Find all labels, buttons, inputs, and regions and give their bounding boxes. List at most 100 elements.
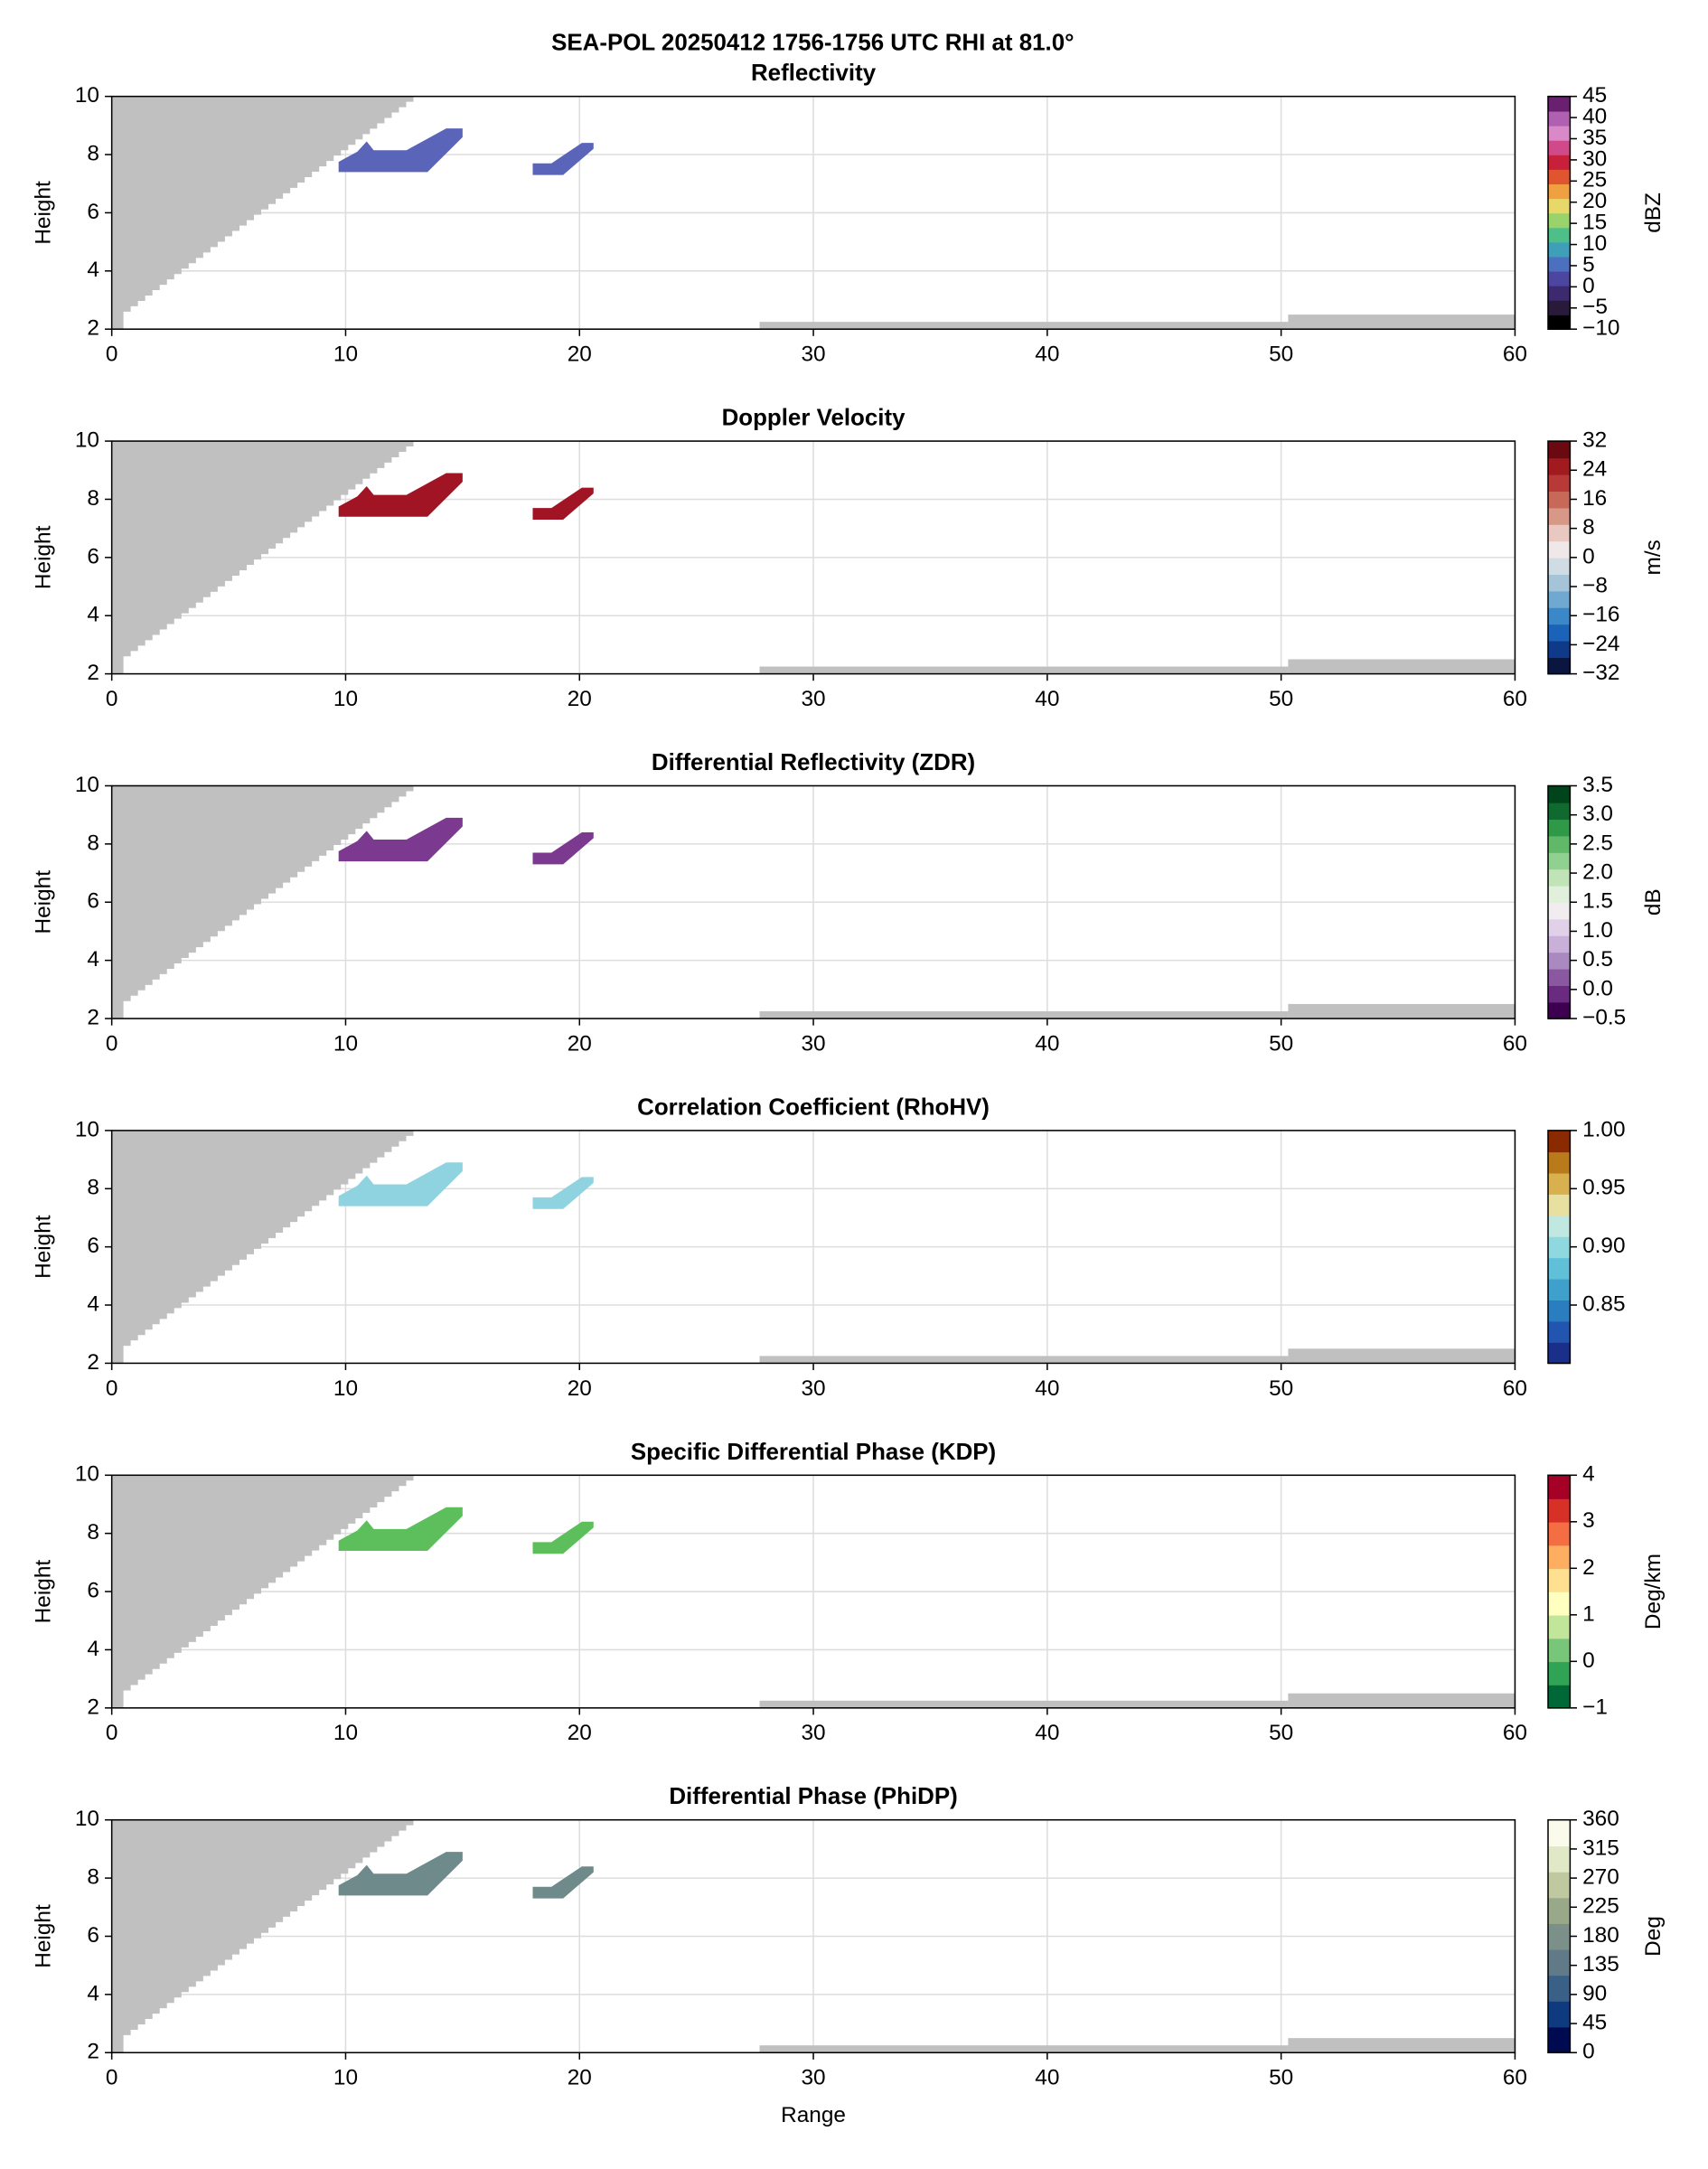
blocked-region <box>759 2045 1289 2053</box>
blocked-region <box>759 1356 1289 1364</box>
colorbar-tick-label: 0.85 <box>1582 1291 1625 1316</box>
x-tick-label: 40 <box>1035 343 1059 367</box>
y-tick-label: 4 <box>87 603 99 627</box>
x-tick-label: 10 <box>333 2066 358 2090</box>
colorbar-segment <box>1548 1215 1571 1237</box>
blocked-region <box>759 666 1289 674</box>
panel-title: Correlation Coefficient (RhoHV) <box>637 1094 990 1120</box>
colorbar-tick-label: 2.5 <box>1582 831 1613 855</box>
colorbar-segment <box>1548 270 1571 286</box>
y-tick-label: 2 <box>87 2040 99 2064</box>
colorbar-segment <box>1548 1975 1571 2002</box>
colorbar-segment <box>1548 1845 1571 1873</box>
y-tick-label: 8 <box>87 1520 99 1545</box>
y-tick-label: 10 <box>75 773 99 797</box>
colorbar-segment <box>1548 918 1571 936</box>
y-axis-label: Height <box>31 1560 55 1624</box>
colorbar-segment <box>1548 1614 1571 1639</box>
colorbar-tick-label: 0 <box>1582 1648 1595 1673</box>
colorbar-segment <box>1548 1545 1571 1570</box>
colorbar-segment <box>1548 474 1571 493</box>
blocked-region <box>111 441 421 674</box>
colorbar-tick-label: 30 <box>1582 146 1607 171</box>
x-tick-label: 20 <box>568 687 592 711</box>
colorbar-segment <box>1548 1498 1571 1523</box>
colorbar-segment <box>1548 1568 1571 1592</box>
y-tick-label: 6 <box>87 1234 99 1258</box>
y-axis-label: Height <box>31 1904 55 1968</box>
x-tick-label: 20 <box>568 1376 592 1401</box>
colorbar-segment <box>1548 1948 1571 1977</box>
colorbar-frame <box>1547 95 1572 330</box>
colorbar-segment <box>1548 139 1571 155</box>
x-tick-label: 30 <box>801 1721 825 1745</box>
colorbar-tick-label: 16 <box>1582 486 1607 511</box>
y-tick-label: 4 <box>87 1981 99 2005</box>
blocked-region <box>759 1010 1289 1019</box>
colorbar-segment <box>1548 1130 1571 1153</box>
x-tick-label: 10 <box>333 1031 358 1056</box>
x-tick-label: 0 <box>106 687 118 711</box>
colorbar-tick-label: −1 <box>1582 1695 1608 1719</box>
blocked-region <box>111 785 421 1019</box>
y-tick-label: 4 <box>87 1291 99 1316</box>
colorbar-tick-label: 0.95 <box>1582 1176 1625 1200</box>
blocked-region <box>111 1819 421 2053</box>
echo <box>338 1507 463 1551</box>
x-tick-label: 0 <box>106 343 118 367</box>
colorbar-tick-label: 270 <box>1582 1865 1619 1890</box>
colorbar-segment <box>1548 212 1571 229</box>
x-tick-label: 30 <box>801 687 825 711</box>
y-tick-label: 4 <box>87 947 99 972</box>
x-tick-label: 0 <box>106 2066 118 2090</box>
colorbar-tick-label: 0 <box>1582 274 1595 298</box>
x-tick-label: 50 <box>1269 343 1293 367</box>
panel-title: Reflectivity <box>751 61 877 86</box>
colorbar-tick-label: 2.0 <box>1582 859 1613 884</box>
x-tick-label: 0 <box>106 1376 118 1401</box>
colorbar-segment <box>1548 1151 1571 1174</box>
blocked-region <box>111 96 421 330</box>
colorbar-tick-label: 1 <box>1582 1601 1595 1626</box>
x-tick-label: 0 <box>106 1031 118 1056</box>
x-tick-label: 40 <box>1035 1721 1059 1745</box>
colorbar-tick-label: 10 <box>1582 231 1607 256</box>
y-tick-label: 2 <box>87 1695 99 1719</box>
x-tick-label: 30 <box>801 1376 825 1401</box>
colorbar-tick-label: 1.5 <box>1582 889 1613 914</box>
blocked-region <box>1288 315 1516 330</box>
y-tick-label: 8 <box>87 486 99 511</box>
colorbar-segment <box>1548 607 1571 625</box>
x-tick-label: 60 <box>1503 1031 1527 1056</box>
x-tick-label: 60 <box>1503 2066 1527 2090</box>
blocked-region <box>1288 1693 1516 1708</box>
colorbar-segment <box>1548 183 1571 200</box>
colorbar-segment <box>1548 1342 1571 1365</box>
colorbar-label: Deg/km <box>1641 1554 1666 1629</box>
panel-title: Differential Reflectivity (ZDR) <box>652 750 975 775</box>
panel-title: Differential Phase (PhiDP) <box>669 1784 957 1809</box>
colorbar-segment <box>1548 256 1571 272</box>
colorbar-segment <box>1548 869 1571 887</box>
colorbar-tick-label: 3.0 <box>1582 802 1613 826</box>
colorbar-segment <box>1548 640 1571 658</box>
colorbar-tick-label: 20 <box>1582 189 1607 213</box>
plot-frame <box>110 1818 1516 2053</box>
colorbar-segment <box>1548 1257 1571 1280</box>
colorbar-tick-label: 40 <box>1582 105 1607 129</box>
colorbar-tick-label: 25 <box>1582 168 1607 192</box>
x-tick-label: 50 <box>1269 1376 1293 1401</box>
plot-frame <box>110 95 1516 330</box>
colorbar-segment <box>1548 1661 1571 1685</box>
colorbar-label: dB <box>1641 888 1666 915</box>
x-tick-label: 20 <box>568 1031 592 1056</box>
colorbar-segment <box>1548 624 1571 642</box>
panel-title: Specific Differential Phase (KDP) <box>631 1440 996 1465</box>
y-tick-label: 8 <box>87 831 99 855</box>
colorbar-segment <box>1548 241 1571 258</box>
colorbar-tick-label: 135 <box>1582 1952 1619 1977</box>
colorbar-segment <box>1548 96 1571 112</box>
colorbar-segment <box>1548 540 1571 559</box>
colorbar-segment <box>1548 524 1571 542</box>
